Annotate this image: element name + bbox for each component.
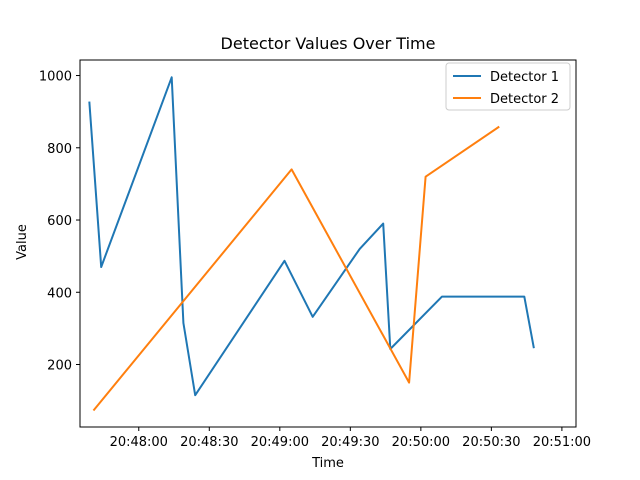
series-line-detector-2: [92, 125, 500, 412]
legend: Detector 1 Detector 2: [445, 62, 571, 111]
x-tick-label: 20:49:30: [321, 435, 379, 450]
x-tick-label: 20:50:00: [392, 435, 450, 450]
y-tick-label: 600: [47, 214, 72, 229]
x-tick-label: 20:48:30: [180, 435, 238, 450]
x-tick-label: 20:49:00: [251, 435, 309, 450]
y-axis-label: Value: [15, 224, 30, 260]
y-tick-label: 800: [47, 142, 72, 157]
axes-frame: [79, 59, 577, 428]
x-axis-label: Time: [311, 456, 344, 471]
plot-area: 200 400 600 800 1000 20:48:00 20:48:30 20:49:00…: [39, 59, 591, 450]
x-tick-label: 20:48:00: [110, 435, 168, 450]
x-tick-label: 20:50:30: [462, 435, 520, 450]
y-tick-label: 400: [47, 286, 72, 301]
x-tick-label: 20:51:00: [533, 435, 591, 450]
legend-label-detector-1: Detector 1: [490, 70, 559, 85]
y-tick-label: 1000: [39, 70, 72, 85]
y-tick-label: 200: [47, 359, 72, 374]
series-line-detector-1: [88, 76, 535, 397]
legend-label-detector-2: Detector 2: [490, 92, 559, 107]
chart-title: Detector Values Over Time: [221, 34, 436, 53]
